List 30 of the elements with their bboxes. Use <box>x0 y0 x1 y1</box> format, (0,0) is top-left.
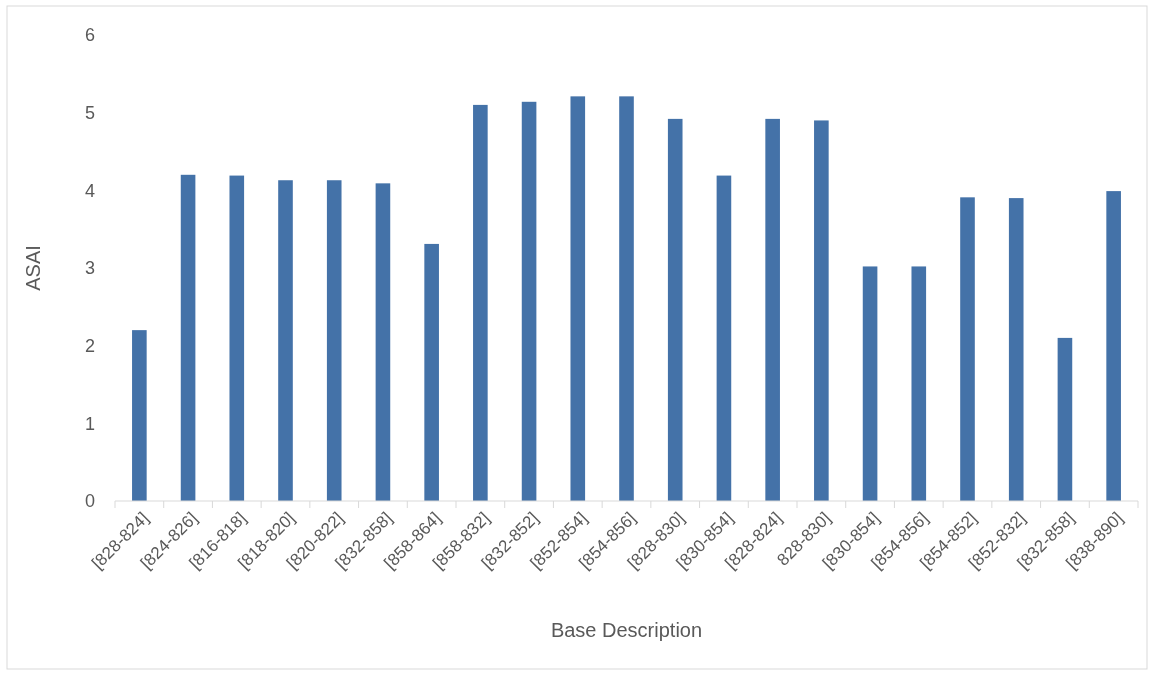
bar <box>765 118 780 501</box>
y-tick-label: 1 <box>84 413 95 434</box>
bar <box>667 118 683 501</box>
bar <box>716 175 732 501</box>
bar <box>229 175 245 501</box>
bar <box>1057 337 1073 501</box>
bar <box>180 174 196 501</box>
bar <box>960 197 975 501</box>
y-tick-label: 6 <box>84 25 95 46</box>
y-tick-label: 3 <box>84 258 95 279</box>
y-tick-label: 5 <box>84 102 95 123</box>
x-axis-title: Base Description <box>550 619 703 641</box>
bar <box>473 104 488 501</box>
bar <box>814 120 829 501</box>
bar <box>424 243 439 501</box>
bar <box>375 183 391 501</box>
y-tick-label: 4 <box>84 180 95 201</box>
bar <box>278 180 293 501</box>
bar <box>1008 198 1024 501</box>
bar <box>619 96 634 501</box>
bar <box>521 101 537 501</box>
bar <box>326 180 342 501</box>
bar <box>1106 191 1121 501</box>
y-tick-label: 0 <box>84 491 95 512</box>
bar <box>132 330 147 501</box>
y-tick-label: 2 <box>84 335 95 356</box>
bar <box>911 266 927 501</box>
y-axis-title: ASAI <box>22 245 44 291</box>
bar <box>862 266 878 501</box>
bar <box>570 96 586 501</box>
